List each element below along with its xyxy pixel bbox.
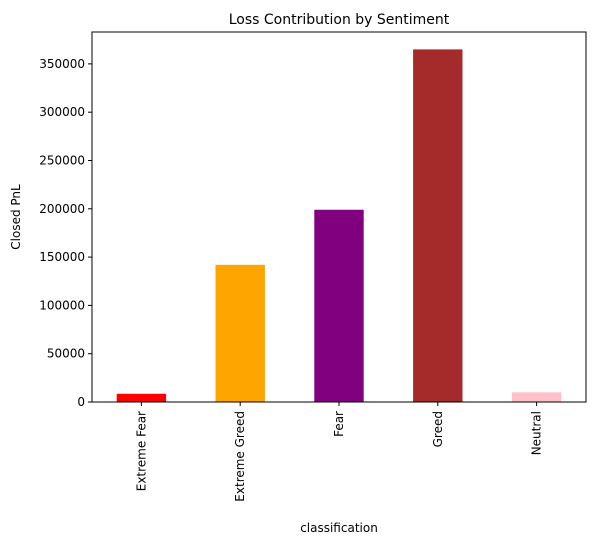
- x-tick-label: Fear: [332, 411, 346, 437]
- y-tick-label: 350000: [39, 57, 85, 71]
- y-tick-label: 300000: [39, 105, 85, 119]
- y-tick-label: 0: [77, 395, 85, 409]
- x-tick-label: Greed: [431, 411, 445, 447]
- y-axis-label: Closed PnL: [9, 184, 23, 250]
- bar-extreme-greed: [215, 264, 265, 402]
- y-tick-label: 150000: [39, 250, 85, 264]
- y-tick-label: 200000: [39, 202, 85, 216]
- bar-extreme-fear: [116, 393, 167, 402]
- x-tick-label: Extreme Fear: [134, 411, 148, 491]
- y-tick-label: 250000: [39, 153, 85, 167]
- bar-greed: [413, 49, 463, 402]
- x-tick-label: Neutral: [530, 411, 544, 455]
- bar-neutral: [511, 392, 562, 402]
- y-tick-label: 50000: [47, 347, 85, 361]
- chart-title: Loss Contribution by Sentiment: [229, 12, 450, 28]
- y-tick-label: 100000: [39, 298, 85, 312]
- plot-frame: [91, 31, 587, 403]
- bar-fear: [314, 209, 364, 402]
- x-axis-label: classification: [300, 521, 378, 535]
- x-tick-label: Extreme Greed: [233, 411, 247, 502]
